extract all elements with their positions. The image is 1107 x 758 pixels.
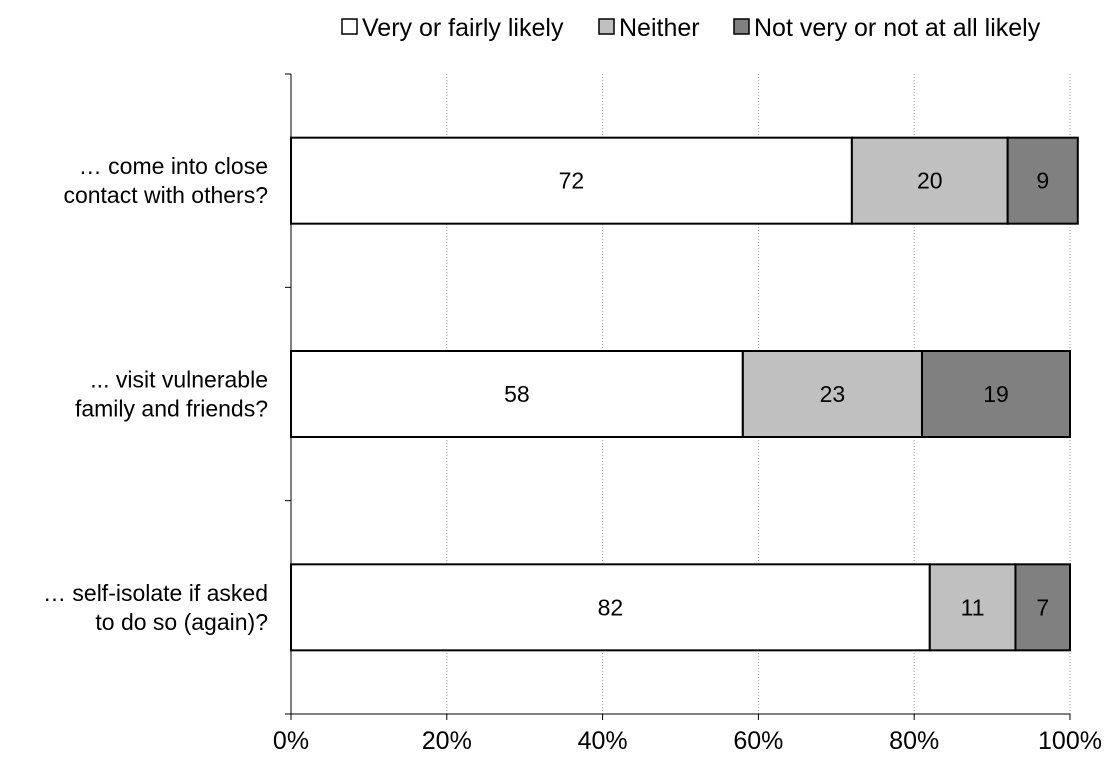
bar-segment (928, 563, 1017, 652)
bar-segment (1014, 563, 1071, 652)
bar-segment (290, 136, 853, 225)
x-tick-label: 80% (889, 727, 939, 755)
bar-segment (290, 563, 931, 652)
bar-segment (1006, 136, 1079, 225)
x-tick-label: 20% (422, 727, 472, 755)
legend-swatch (341, 18, 358, 35)
legend-label: Neither (619, 14, 700, 42)
legend-label: Very or fairly likely (362, 14, 564, 42)
data-label: 11 (961, 594, 985, 620)
data-label: 9 (1036, 168, 1049, 194)
bar-segment (290, 350, 744, 438)
data-label: 23 (820, 381, 846, 407)
bar-segment (741, 350, 923, 438)
bar-segment (850, 136, 1009, 225)
category-label: … come into close contact with others? (63, 153, 268, 208)
legend-swatch (733, 18, 750, 35)
legend-item: Very or fairly likely (341, 14, 564, 42)
category-label: … self-isolate if asked to do so (again)? (43, 580, 268, 635)
axes: 0% 20% 40% 60% 80% 100% … come into close conta… (43, 73, 1102, 755)
legend: Very or fairly likely Neither Not very or … (341, 14, 1041, 42)
bars: 72 20 9 58 23 19 82 11 7 (290, 136, 1079, 652)
data-label: 7 (1036, 594, 1049, 620)
legend-item: Not very or not at all likely (733, 14, 1041, 42)
legend-label: Not very or not at all likely (754, 14, 1041, 42)
x-tick-label: 0% (273, 727, 309, 755)
x-tick-label: 60% (733, 727, 783, 755)
x-tick-label: 100% (1038, 727, 1102, 755)
legend-item: Neither (598, 14, 700, 42)
data-label: 20 (917, 168, 943, 194)
data-label: 19 (983, 381, 1009, 407)
x-tick-label: 40% (578, 727, 628, 755)
data-label: 72 (559, 168, 585, 194)
data-label: 58 (504, 381, 530, 407)
legend-swatch (598, 18, 615, 35)
category-label: ... visit vulnerable family and friends? (75, 367, 268, 422)
bar-segment (920, 350, 1071, 438)
data-label: 82 (598, 594, 624, 620)
